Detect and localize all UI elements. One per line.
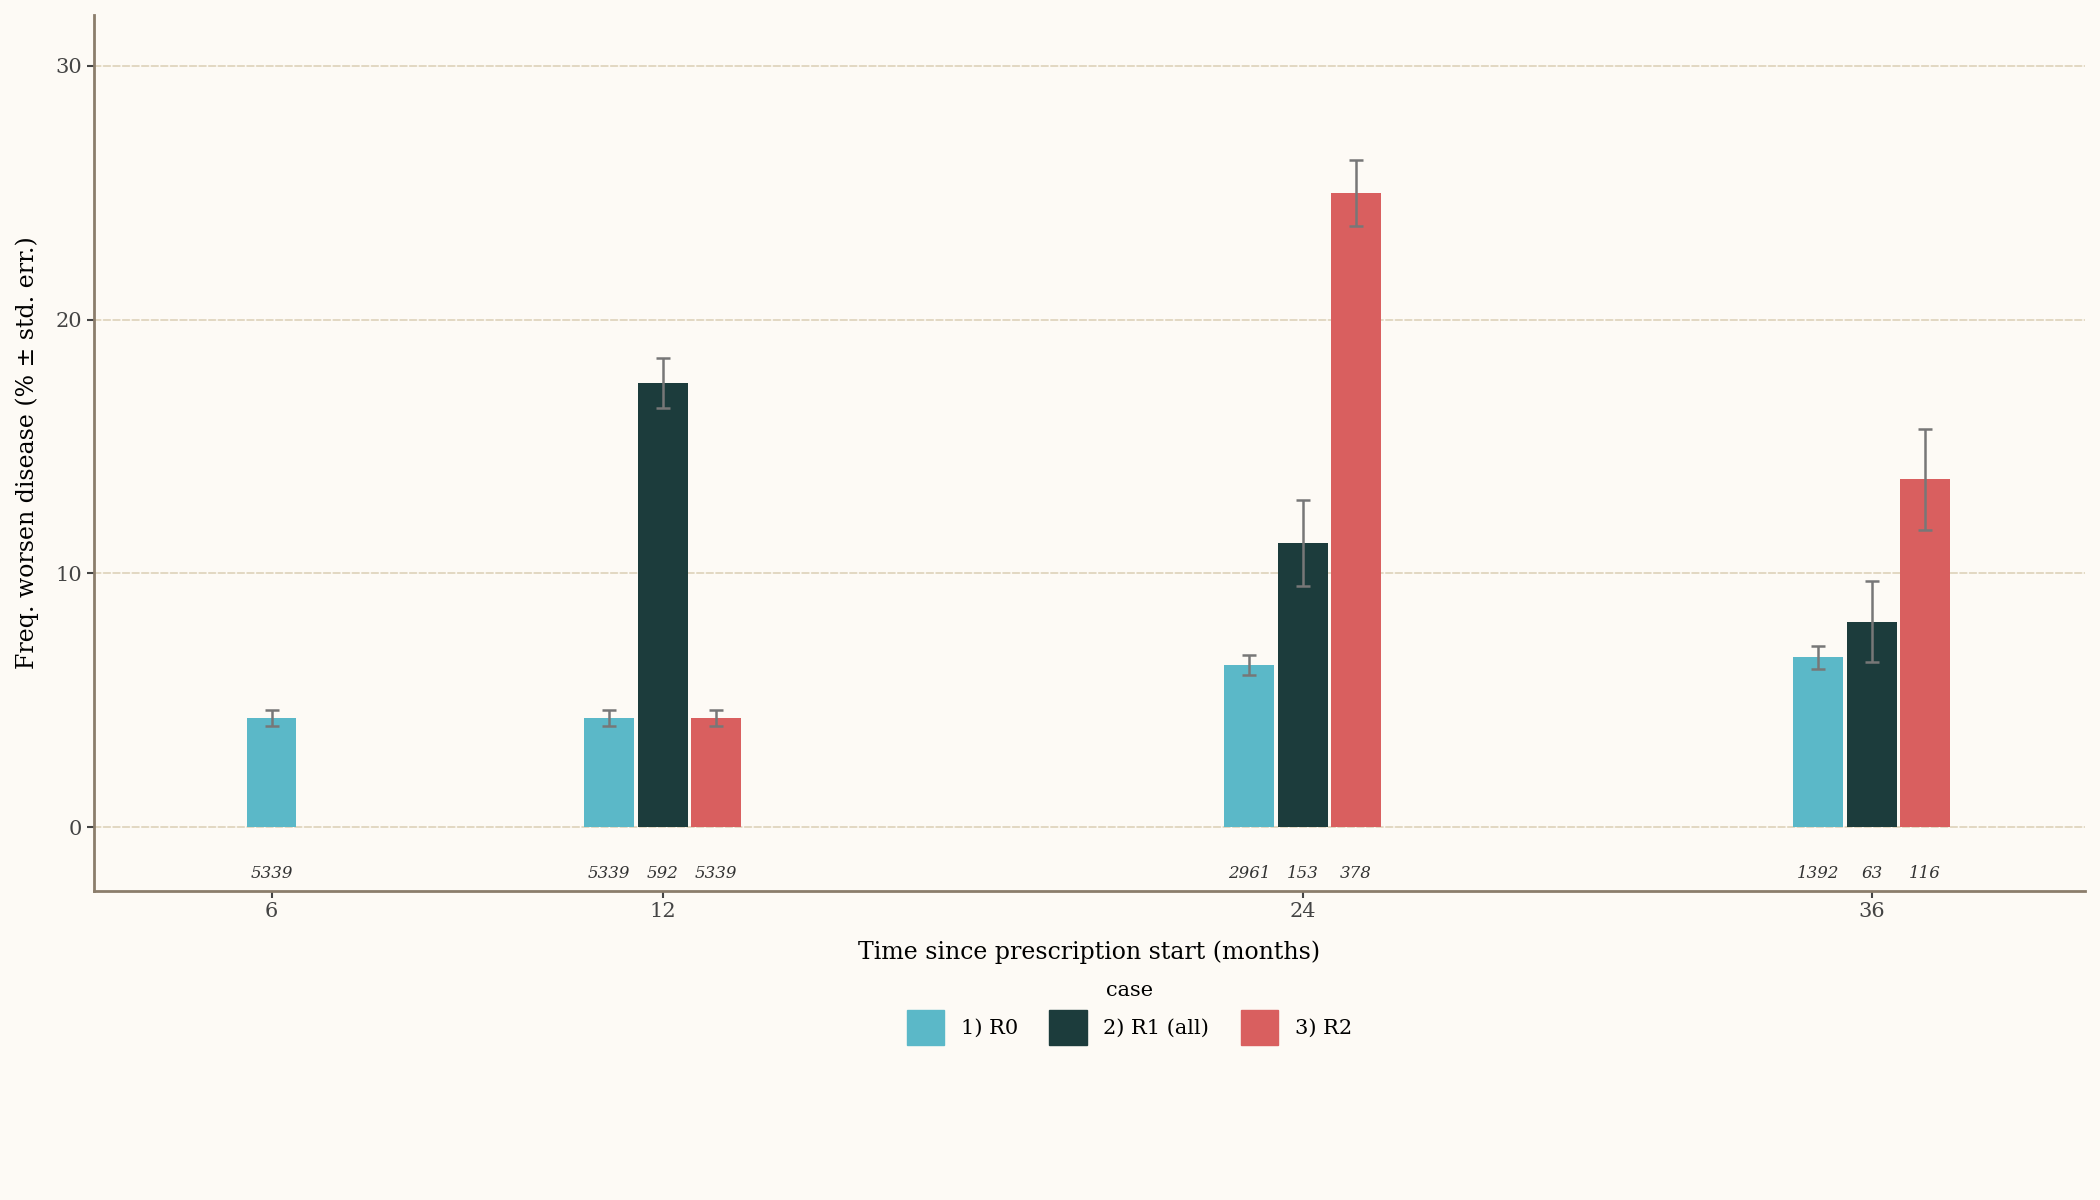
Bar xyxy=(1277,542,1327,827)
Text: 5339: 5339 xyxy=(250,865,292,882)
Bar xyxy=(1900,480,1951,827)
Bar xyxy=(246,718,296,827)
Text: 5339: 5339 xyxy=(695,865,737,882)
Bar xyxy=(1224,665,1275,827)
Bar xyxy=(1793,658,1844,827)
Text: 153: 153 xyxy=(1287,865,1319,882)
Text: 2961: 2961 xyxy=(1228,865,1270,882)
Bar xyxy=(584,718,634,827)
Text: 378: 378 xyxy=(1340,865,1371,882)
Bar xyxy=(638,383,687,827)
Legend: 1) R0, 2) R1 (all), 3) R2: 1) R0, 2) R1 (all), 3) R2 xyxy=(897,970,1363,1055)
Text: 5339: 5339 xyxy=(588,865,630,882)
X-axis label: Time since prescription start (months): Time since prescription start (months) xyxy=(859,941,1321,965)
Bar xyxy=(691,718,741,827)
Y-axis label: Freq. worsen disease (% ± std. err.): Freq. worsen disease (% ± std. err.) xyxy=(15,236,38,670)
Text: 1392: 1392 xyxy=(1798,865,1840,882)
Bar xyxy=(1331,193,1382,827)
Text: 63: 63 xyxy=(1861,865,1882,882)
Text: 592: 592 xyxy=(647,865,678,882)
Bar xyxy=(1846,622,1896,827)
Text: 116: 116 xyxy=(1909,865,1940,882)
